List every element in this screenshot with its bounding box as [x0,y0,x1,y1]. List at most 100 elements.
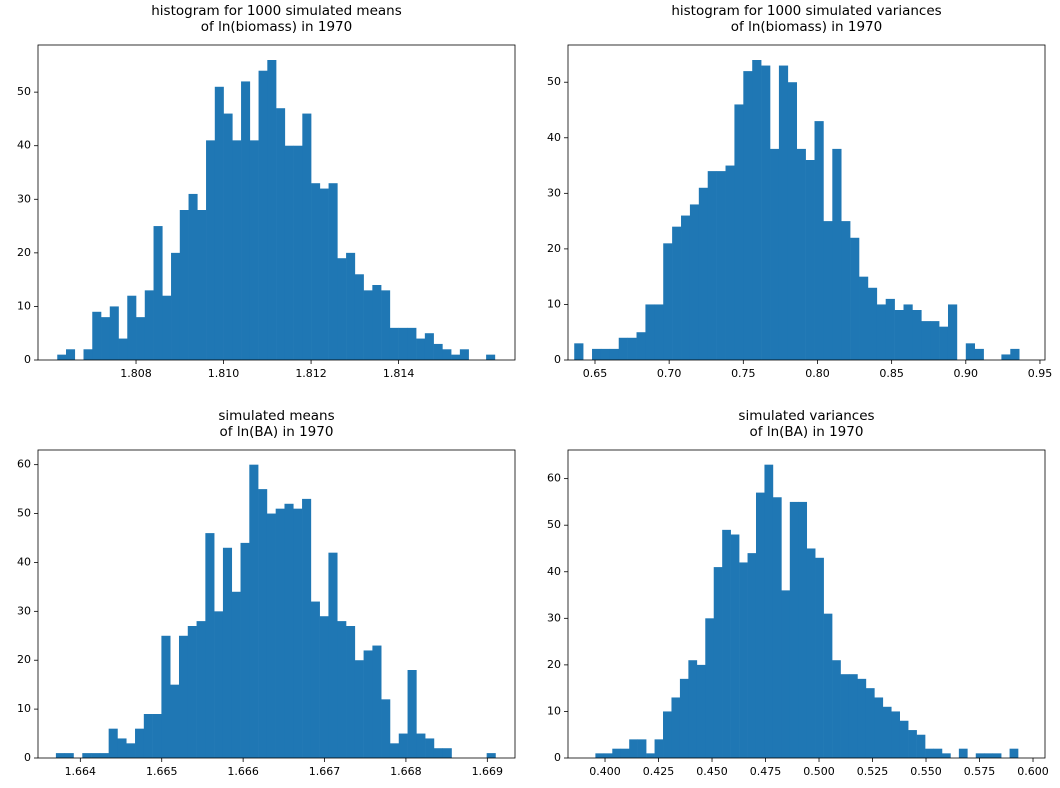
bar [679,678,689,758]
bar [874,697,884,758]
bar [743,71,753,360]
bar [595,753,605,758]
bar [921,321,931,360]
bar [722,529,731,758]
bar [135,728,145,758]
bar [293,145,303,360]
bar [302,113,312,360]
chart-title: histogram for 1000 simulated variances [671,3,941,19]
bar [891,711,900,758]
bar [939,326,949,360]
bar [433,748,444,758]
bar [398,733,408,758]
bar [832,660,841,758]
bar [424,333,434,360]
bar [197,210,207,360]
bar [696,664,706,758]
bar [284,145,294,360]
bar [64,753,74,758]
bar [99,753,109,758]
bar [761,65,771,361]
bar [705,618,715,758]
bar [319,188,329,360]
bar [772,497,782,758]
x-tick-label: 0.95 [1028,367,1053,380]
y-tick-label: 40 [547,565,561,578]
y-tick-label: 10 [547,704,561,717]
y-tick-label: 50 [547,518,561,531]
bar [223,113,233,360]
x-tick-label: 1.666 [227,765,259,778]
chart-title: of ln(BA) in 1970 [220,424,334,440]
chart-title: histogram for 1000 simulated means [151,3,402,19]
bar [798,501,808,758]
bar [612,748,622,758]
bar [310,601,320,758]
y-tick-label: 0 [554,353,561,366]
bar [258,489,268,758]
bar [407,670,417,758]
x-tick-label: 1.664 [65,765,97,778]
bar [603,753,613,758]
bar [205,533,215,758]
bar [66,349,76,360]
bar [600,348,611,360]
bar [459,349,469,360]
bar [152,714,162,758]
bar [179,210,189,360]
bar [249,464,259,758]
y-tick-label: 50 [17,85,31,98]
bar [713,567,723,758]
bar [117,738,127,758]
bar [416,338,426,360]
bar [629,739,638,758]
axes-frame [567,449,1046,759]
x-tick-label: 0.85 [879,367,904,380]
bar [806,548,816,758]
bar [337,258,347,360]
x-tick-label: 0.475 [750,765,782,778]
bar [899,720,909,758]
x-tick-label: 0.550 [910,765,942,778]
bar [82,753,92,758]
bar [992,753,1002,758]
bar [636,332,646,360]
bar [698,187,709,360]
bar [372,645,382,758]
bar [857,678,867,758]
bar [275,508,285,758]
bar [654,304,664,360]
bar [815,557,824,758]
bar [161,635,171,758]
bar [302,498,312,758]
bar [187,626,197,758]
bar [618,337,628,360]
x-tick-label: 0.425 [643,765,675,778]
bar [346,626,356,758]
x-tick-label: 0.80 [805,367,830,380]
bar [764,464,774,758]
bar [372,285,382,360]
bar [725,165,735,360]
y-tick-label: 0 [554,751,561,764]
x-tick-label: 0.90 [954,367,979,380]
bar [965,343,975,360]
x-tick-label: 1.812 [295,367,327,380]
bar [947,304,958,360]
axes-frame [37,449,516,759]
bar [796,148,806,360]
x-tick-label: 0.500 [803,765,835,778]
bar [663,711,672,758]
bar [196,621,206,758]
y-tick-label: 0 [24,751,31,764]
y-tick-label: 40 [17,555,31,568]
axes-frame [567,44,1046,361]
bar [933,748,943,758]
bar [823,613,833,758]
bar [1009,748,1019,758]
bar [840,674,850,758]
bar [433,343,443,360]
bar [637,739,647,758]
bar [984,753,993,758]
y-tick-label: 20 [547,242,561,255]
